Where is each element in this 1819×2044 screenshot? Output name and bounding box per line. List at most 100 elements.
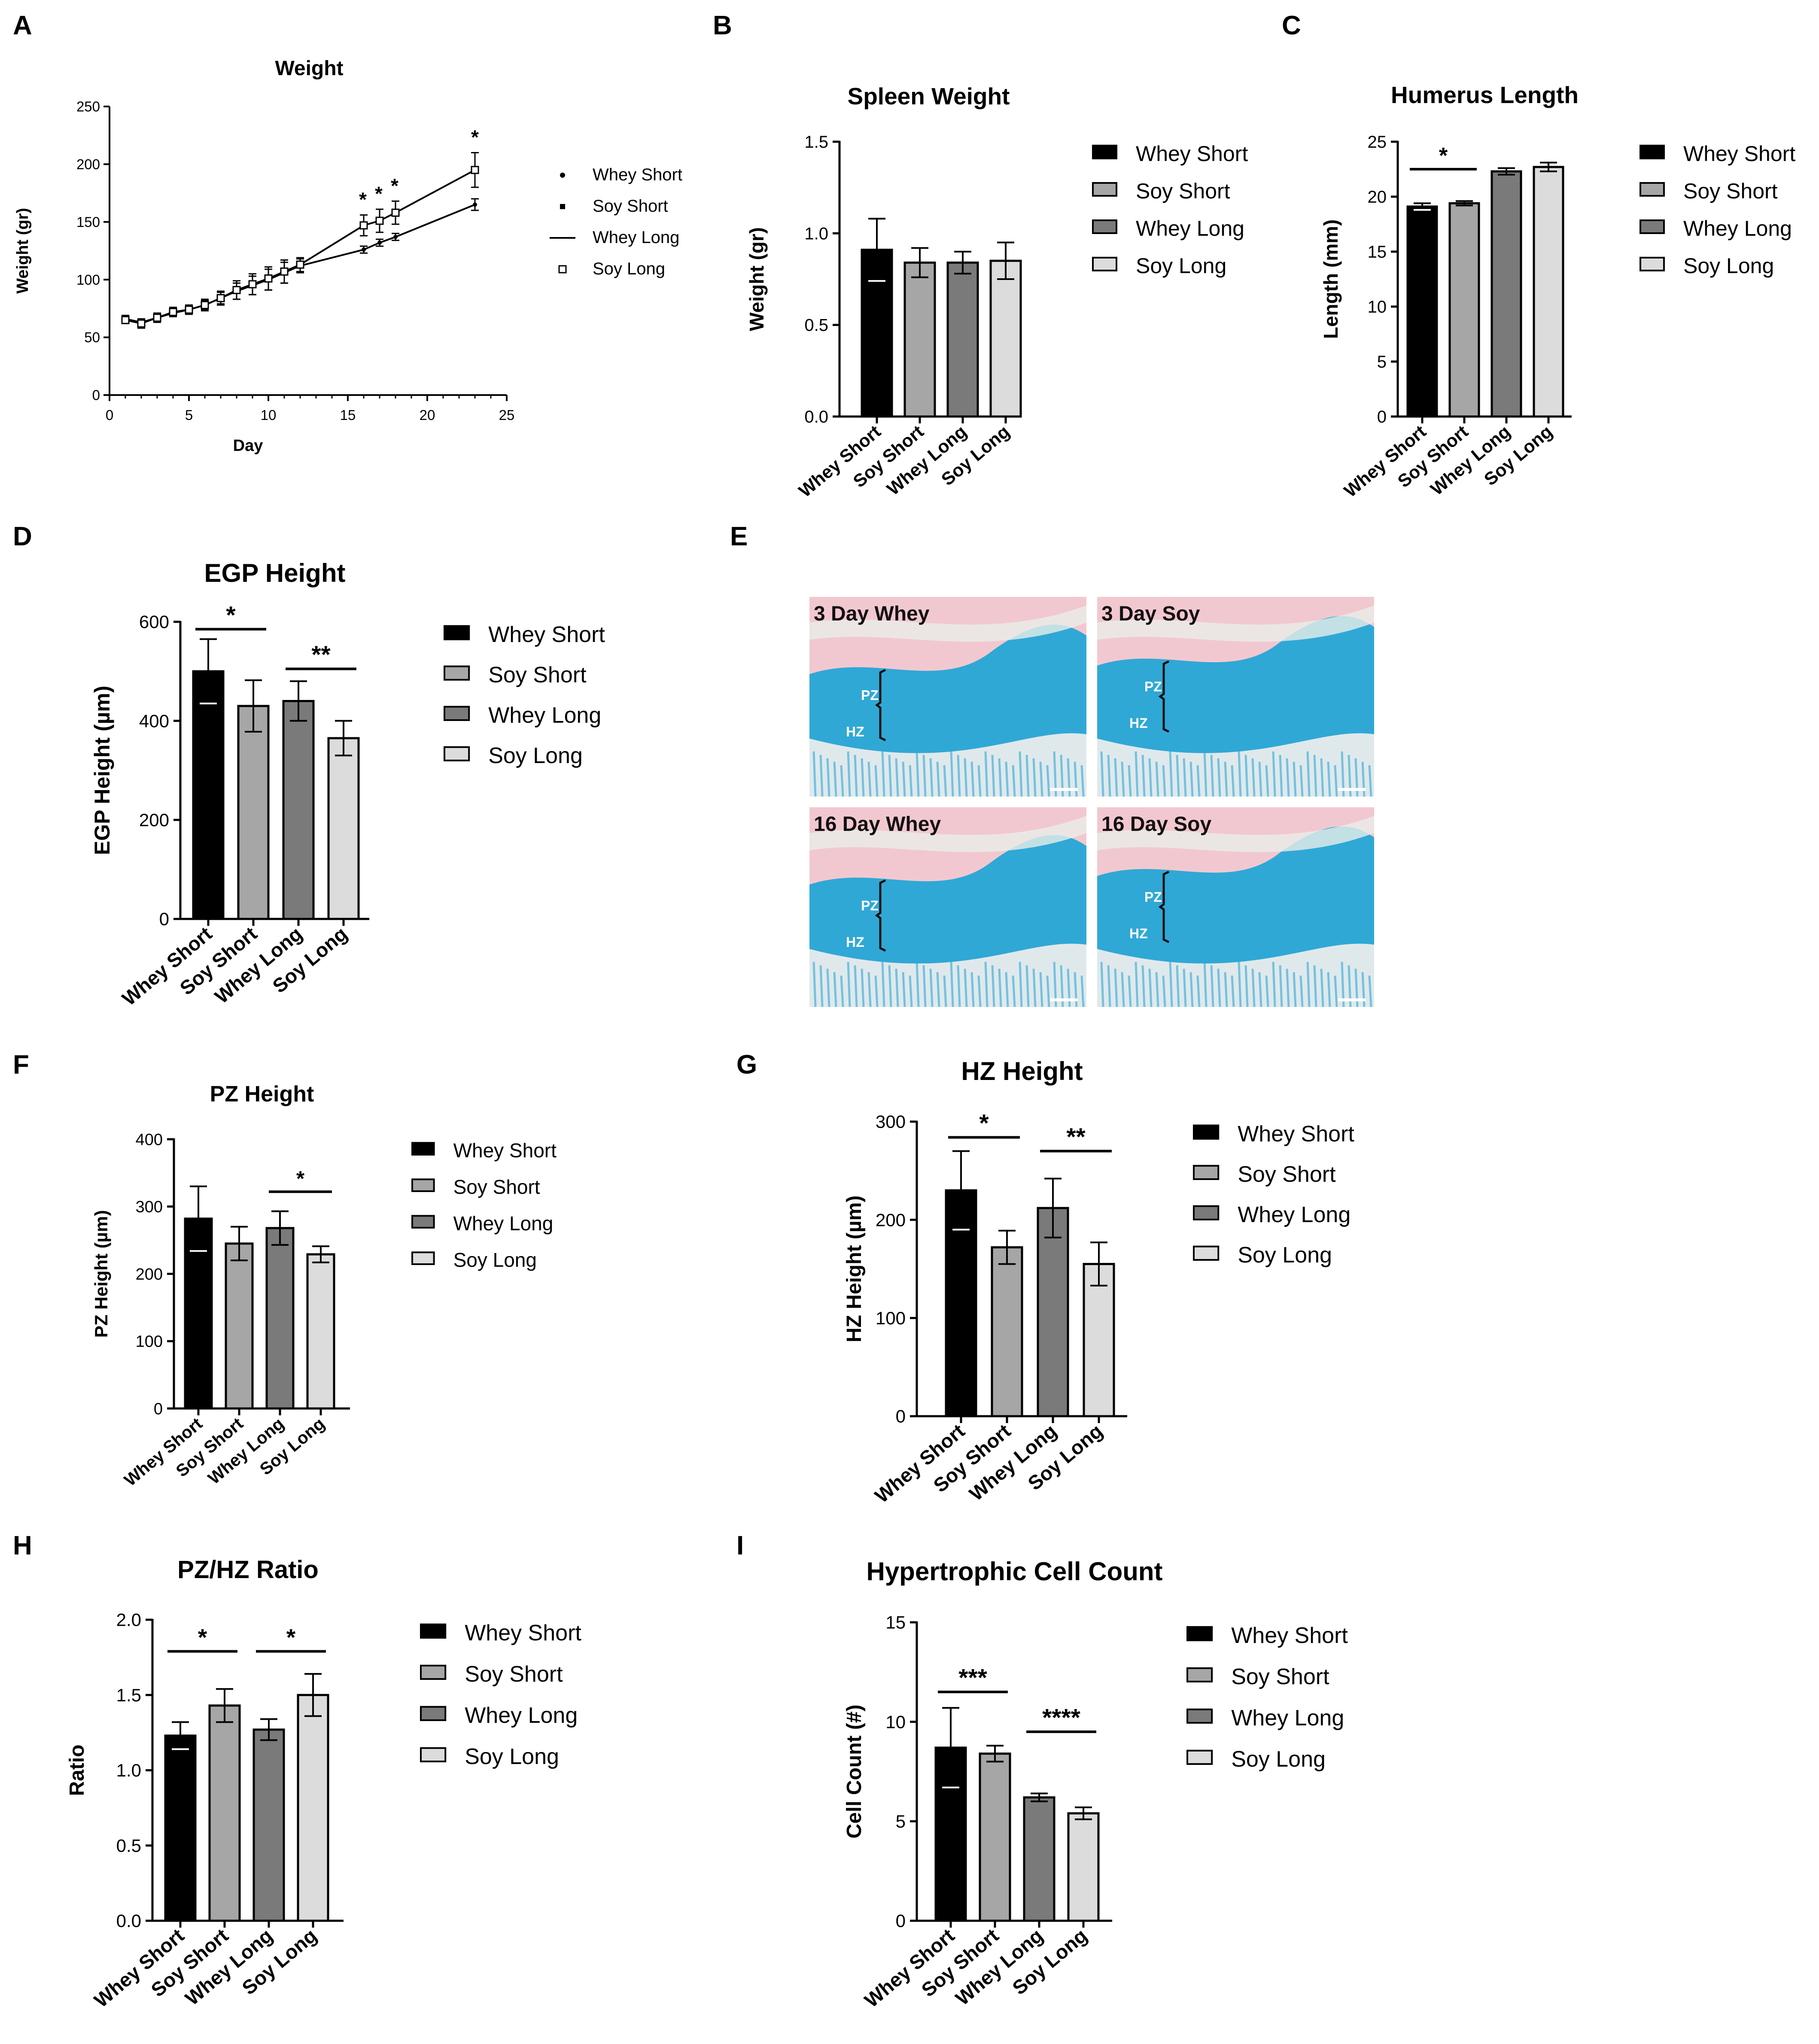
chart-title: EGP Height	[204, 559, 346, 587]
bar-soy-long	[327, 737, 360, 920]
legend-label: Whey Long	[488, 703, 601, 728]
trabecula	[1196, 765, 1201, 797]
data-point	[391, 208, 400, 217]
trabecula	[1189, 761, 1194, 797]
trabecula	[1155, 972, 1159, 1007]
y-axis-label: Length (mm)	[1320, 219, 1342, 339]
legend-item: Soy Long	[558, 259, 665, 278]
trabecula	[1012, 765, 1016, 797]
trabecula	[957, 754, 961, 797]
legend-swatch	[1640, 257, 1665, 271]
trabecula	[1258, 761, 1262, 797]
trabecula	[1279, 965, 1283, 1007]
chart-panel-A: A Weight 0 50 100 150 200 250 0 5 10 15 20 25 Day Weigh…	[13, 11, 682, 455]
zone-label: HZ	[1129, 715, 1148, 731]
trabecula	[970, 972, 975, 1007]
trabecula	[1368, 975, 1372, 1007]
zone-label: PZ	[1144, 679, 1162, 694]
bar-soy-short	[237, 705, 270, 920]
histology-label: 16 Day Soy	[1101, 813, 1211, 836]
trabecula	[1251, 758, 1256, 797]
legend-label: Soy Short	[1136, 179, 1230, 203]
legend-item: Soy Long	[1193, 1243, 1332, 1268]
trabecula	[1203, 751, 1208, 797]
legend-label: Soy Long	[465, 1744, 559, 1769]
trabecula	[950, 961, 954, 1007]
significance-label: *	[979, 1110, 989, 1137]
trabecula	[1169, 961, 1173, 1007]
bar-soy-short	[991, 1246, 1023, 1417]
panel-letter: I	[736, 1531, 744, 1560]
data-point	[169, 307, 177, 316]
perichondrium	[1097, 816, 1374, 852]
cartilage-region	[1097, 826, 1374, 964]
significance-label: *	[375, 182, 383, 205]
legend-swatch	[1186, 1626, 1213, 1642]
trabecula	[1114, 968, 1118, 1007]
trabecula	[1114, 758, 1118, 797]
trabecula	[819, 965, 824, 1007]
trabecula	[1238, 961, 1242, 1007]
y-tick-label: 400	[139, 711, 169, 731]
trabecula	[861, 968, 865, 1007]
trabecula	[861, 758, 865, 797]
bar-soy-short	[225, 1242, 254, 1410]
trabecula	[1320, 758, 1324, 797]
trabecula	[1019, 751, 1023, 797]
legend-item: Whey Long	[420, 1703, 578, 1728]
legend-label: Whey Long	[1231, 1706, 1344, 1731]
trabecula	[1334, 765, 1338, 797]
legend-swatch	[444, 706, 470, 721]
trabecula	[943, 975, 947, 1007]
legend-swatch	[1186, 1708, 1213, 1724]
legend-item: Whey Short	[420, 1621, 581, 1646]
trabecula	[1313, 754, 1317, 797]
y-tick-label: 200	[139, 810, 169, 830]
legend-swatch	[420, 1747, 447, 1763]
zone-bracket	[875, 879, 886, 952]
bar-whey-long	[265, 1227, 295, 1410]
trabecula	[991, 754, 995, 797]
chart-panel-F: F PZ Height 0 100 200 300 400 PZ Height (µm) Whe…	[13, 1050, 557, 1490]
trabecula	[916, 751, 920, 797]
legend-label: Soy Short	[593, 197, 668, 216]
legend-item: Whey Short	[1092, 142, 1248, 166]
trabecula	[1286, 968, 1290, 1007]
trabecula	[1025, 754, 1030, 797]
legend-swatch	[1640, 182, 1665, 197]
bar-soy-short	[979, 1752, 1011, 1922]
histology-image: PZ HZ 3 Day Soy	[1097, 597, 1374, 797]
trabecula	[909, 975, 913, 1007]
trabecula	[964, 758, 968, 797]
trabecula	[943, 765, 947, 797]
trabecula	[881, 751, 885, 797]
trabecula	[1100, 751, 1104, 797]
trabecula	[1320, 968, 1324, 1007]
legend-item: Whey Short	[1186, 1623, 1348, 1648]
legend-label: Soy Long	[1238, 1243, 1332, 1268]
trabecula	[1196, 975, 1201, 1007]
series-line-soy-long	[125, 169, 475, 325]
zone-label: HZ	[1129, 926, 1148, 941]
bar-whey-long	[1023, 1796, 1056, 1922]
legend-item: Whey Long	[1193, 1202, 1351, 1227]
trabecula	[1217, 968, 1221, 1007]
significance-label: *	[296, 1167, 305, 1190]
significance-label: *	[471, 126, 479, 149]
legend-item: Soy Short	[411, 1176, 540, 1198]
y-tick-label: 10	[885, 1712, 906, 1732]
data-point	[216, 294, 225, 302]
trabecula	[847, 751, 851, 797]
bar-whey-long	[282, 700, 315, 920]
bar-soy-short	[903, 262, 936, 418]
legend-item: Soy Short	[1640, 179, 1778, 203]
trabecula	[1100, 961, 1104, 1007]
trabecula	[1032, 758, 1037, 797]
histology-panel: E PZ HZ 3 Day Whey PZ HZ 3 Day Soy PZ HZ 16 Day W…	[730, 522, 1374, 1007]
trabecula	[1039, 972, 1043, 1007]
y-axis-label: PZ Height (µm)	[91, 1210, 111, 1338]
legend-item: Soy Long	[1092, 254, 1226, 278]
data-point	[121, 316, 130, 324]
bar-whey-long	[946, 262, 979, 418]
legend-label: Soy Long	[1683, 254, 1774, 278]
